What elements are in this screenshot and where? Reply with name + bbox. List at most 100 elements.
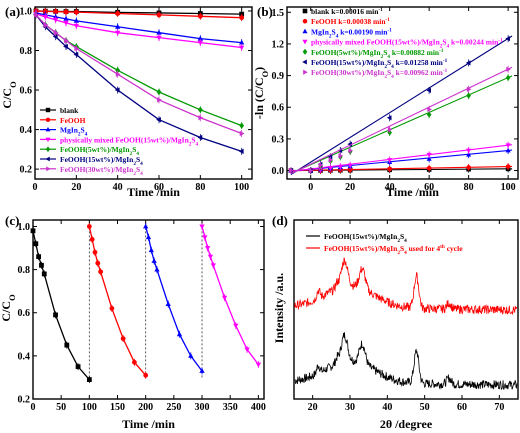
x-tick-label: 80 [464,182,474,193]
data-point [42,8,48,14]
data-point [151,258,157,263]
panel-label: (c) [5,213,19,228]
fit-line [290,149,513,172]
data-point [39,262,44,268]
x-tick-label: 0 [33,182,38,193]
data-point [197,134,203,141]
series-6 [289,65,513,175]
data-point [52,34,58,40]
data-point [42,14,48,20]
x-tick-label: 50 [56,402,66,413]
data-point [426,165,432,171]
data-point [73,23,79,29]
data-point [64,342,70,348]
data-point [221,295,228,301]
series-line [35,10,242,152]
legend-marker [302,48,308,55]
chart-panel-a: 0 20 40 60 80 100 0.2 0.4 0.6 0.8 1.0 C/CO Time /min… [0,4,253,199]
data-point [505,74,511,81]
data-point [145,234,152,240]
fit-line [290,165,513,172]
x-tick-label: 0 [308,182,313,193]
y-tick-label: 0.9 [272,71,285,82]
data-point [289,168,294,174]
y-tick-label: 0.6 [18,308,31,319]
series-line [35,10,242,49]
data-point [74,45,80,52]
data-point [255,362,262,368]
series-2 [143,222,205,375]
data-point [53,17,59,23]
x-tick-label: 350 [223,402,238,413]
plot-frame [286,6,519,180]
y-axis-label: -ln (C/CO) [252,67,270,119]
legend-marker [302,39,308,45]
data-point [239,11,245,17]
x-axis-label: Time /min [127,185,180,199]
data-point [115,23,121,29]
y-tick-label: 1.0 [20,6,33,17]
data-point [73,9,79,15]
y-tick-label: 0.6 [272,103,285,114]
data-point [505,36,510,42]
data-point [239,15,245,21]
data-point [505,147,511,153]
data-point [426,111,432,118]
x-tick-label: 80 [195,182,205,193]
legend-entry-1: FeOOH [60,116,86,125]
data-point [156,12,162,18]
data-point [244,347,250,353]
series-1 [86,222,149,379]
y-tick-label: 1.5 [272,8,285,19]
data-point [63,15,69,21]
data-point [328,157,334,163]
data-point [176,331,183,337]
data-point [239,45,245,51]
data-point [89,237,95,242]
plot-frame [293,219,519,400]
data-point [205,246,211,251]
data-point [98,269,104,275]
data-point [386,115,392,121]
x-axis-label: Time /min [386,185,439,199]
data-point [73,17,79,23]
legend-marker [45,117,51,123]
data-point [238,148,244,154]
data-point [154,266,160,272]
data-point [197,40,203,46]
x-tick-label: 200 [138,402,153,413]
legend-entry-6: FeOOH(30wt%)/MgIn2S4 [60,165,143,177]
data-point [143,223,149,229]
y-tick-label: 0.3 [272,134,285,145]
data-point [30,228,36,234]
legend-entry-0: blank k=0.00016 min-1 [311,7,383,16]
data-point [63,20,69,26]
chart-panel-b: 0 20 40 60 80 100 0.0 0.3 0.6 0.9 1.2 1.5 -ln (C/CO)… [252,4,519,199]
y-tick-label: 0.2 [18,395,31,406]
data-point [387,158,393,163]
legend-marker [303,69,308,75]
x-tick-label: 60 [457,402,467,413]
legend-entry-1: FeOOH(15wt%)/MgIn2S4 used for 4th cycle [324,244,463,256]
data-point [120,336,126,342]
data-point [327,166,333,171]
data-point [318,162,324,168]
data-point [63,43,68,50]
y-tick-label: 0.4 [20,125,33,136]
x-tick-label: 150 [110,402,125,413]
data-point [202,235,208,241]
panel-label: (b) [257,4,273,19]
data-point [109,306,115,311]
legend-entry-6: FeOOH(30wt%)/MgIn2S4 k=0.00962 min-1 [311,68,448,80]
data-point [210,263,216,269]
data-point [148,247,154,253]
series-line [145,226,203,372]
legend-marker [45,146,51,153]
y-tick-label: 1.0 [18,222,31,233]
data-point [92,249,98,255]
legend-marker [45,137,51,143]
legend-entry-3: physically mixed FeOOH(15wt%)/MgIn2S4 k=… [311,38,503,50]
fit-line [290,66,513,175]
